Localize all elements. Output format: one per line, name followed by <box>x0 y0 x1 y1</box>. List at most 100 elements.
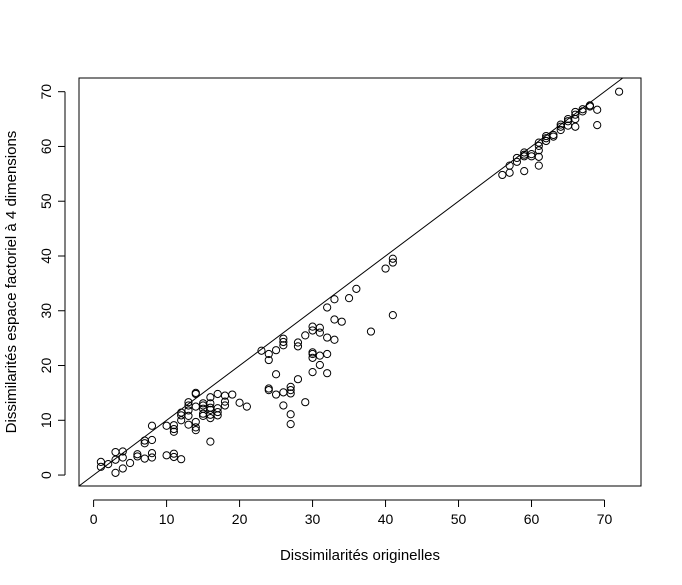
y-tick-label: 0 <box>38 471 54 479</box>
data-point <box>104 459 113 469</box>
data-point <box>505 161 514 170</box>
data-point <box>279 401 288 410</box>
data-point <box>147 449 157 458</box>
data-point <box>184 420 193 429</box>
data-point <box>512 157 522 166</box>
data-point <box>111 455 120 464</box>
data-point <box>118 464 127 473</box>
data-point <box>549 132 558 141</box>
data-point <box>162 451 171 460</box>
data-point <box>308 367 317 377</box>
data-point <box>220 397 230 406</box>
data-point <box>206 437 215 446</box>
data-point <box>235 398 244 407</box>
data-point <box>315 328 324 337</box>
data-point <box>133 452 142 461</box>
data-point <box>308 326 317 335</box>
data-point <box>169 427 178 436</box>
data-point <box>593 105 602 114</box>
data-point <box>293 338 303 347</box>
data-point <box>213 404 222 413</box>
data-point <box>264 355 273 365</box>
data-point <box>140 439 149 448</box>
data-point <box>388 258 397 267</box>
data-point <box>337 317 346 326</box>
y-tick-label: 50 <box>38 193 54 209</box>
x-tick-label: 40 <box>378 511 394 527</box>
y-axis-title: Dissimilarités espace factoriel à 4 dime… <box>3 131 20 434</box>
data-point <box>381 264 390 273</box>
data-point <box>279 334 288 343</box>
data-point <box>271 370 281 379</box>
x-tick-label: 0 <box>90 511 98 527</box>
data-point <box>527 150 536 159</box>
data-point <box>271 390 281 399</box>
data-point <box>571 122 580 131</box>
data-point <box>388 311 397 320</box>
data-point <box>301 331 310 340</box>
data-point <box>169 424 178 434</box>
data-point <box>315 351 324 360</box>
y-tick-label: 10 <box>38 412 54 428</box>
data-point <box>323 333 332 342</box>
data-point <box>198 401 208 410</box>
data-point <box>344 294 354 303</box>
x-tick-label: 20 <box>232 511 248 527</box>
data-point <box>534 152 543 161</box>
data-point <box>286 389 295 398</box>
reference-line-y-equals-x <box>78 77 624 487</box>
data-point <box>206 393 215 402</box>
x-tick-label: 60 <box>524 511 540 527</box>
data-point <box>323 349 332 359</box>
data-point <box>308 348 317 357</box>
data-point <box>206 413 215 423</box>
data-point <box>563 117 573 126</box>
data-point <box>96 457 105 467</box>
data-point <box>111 468 120 477</box>
data-point <box>125 458 135 468</box>
data-point <box>286 410 295 419</box>
x-tick-label: 70 <box>597 511 613 527</box>
data-point <box>593 120 602 130</box>
data-point <box>271 346 281 355</box>
data-point <box>96 462 105 471</box>
data-point <box>571 110 580 119</box>
data-point <box>534 161 543 170</box>
y-tick-label: 40 <box>38 248 54 264</box>
data-point <box>286 420 295 429</box>
y-axis: 0 10 20 30 40 50 60 70 <box>38 84 66 479</box>
data-point <box>213 407 222 417</box>
data-point <box>549 130 558 140</box>
data-point <box>330 315 339 324</box>
data-point <box>330 335 339 344</box>
data-point <box>498 170 507 180</box>
data-point <box>301 398 310 407</box>
data-point <box>191 426 200 435</box>
data-point <box>264 384 273 393</box>
data-point <box>177 455 186 464</box>
data-point <box>177 408 186 417</box>
plot-frame <box>78 77 642 487</box>
data-point <box>534 141 543 151</box>
data-point <box>140 454 149 463</box>
data-point <box>505 168 514 177</box>
data-point <box>191 402 200 411</box>
data-point <box>169 449 178 458</box>
data-point <box>585 101 595 110</box>
data-point <box>578 107 587 116</box>
data-point <box>293 375 303 384</box>
data-point <box>133 450 142 459</box>
data-point <box>184 398 193 407</box>
data-point <box>228 390 237 399</box>
x-axis: 0 10 20 30 40 50 60 70 <box>90 499 613 527</box>
data-point <box>330 295 339 304</box>
x-tick-label: 50 <box>451 511 467 527</box>
data-point <box>556 125 565 135</box>
data-point <box>147 453 157 462</box>
data-point <box>542 136 551 146</box>
data-point <box>111 447 120 457</box>
y-tick-label: 70 <box>38 84 54 100</box>
y-tick-label: 20 <box>38 358 54 374</box>
